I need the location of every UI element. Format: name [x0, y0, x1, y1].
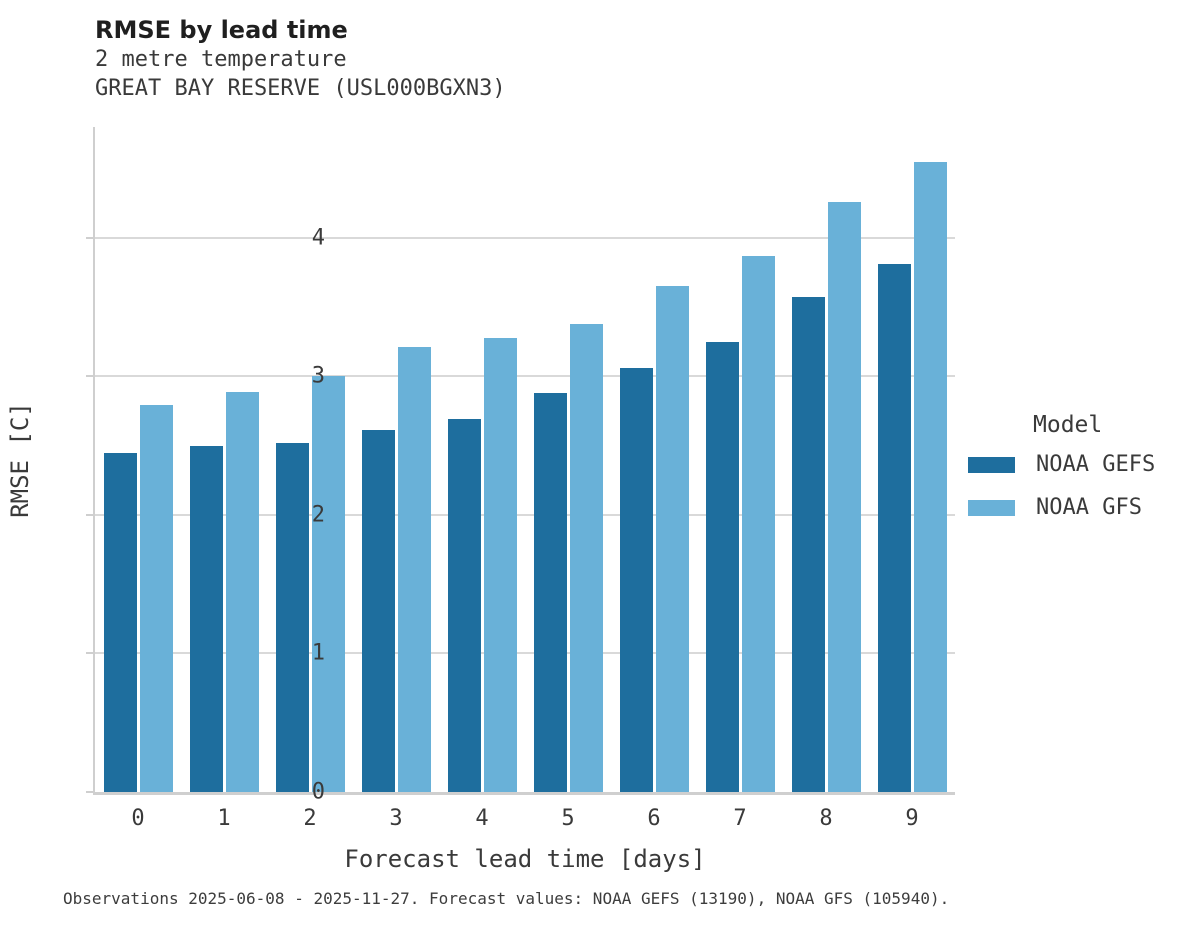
x-tick-label-4: 4 [475, 806, 489, 831]
x-tick-label-1: 1 [217, 806, 231, 831]
gridline-y1 [95, 652, 955, 655]
y-tick-label: 2 [311, 502, 325, 528]
x-tick-label-6: 6 [647, 806, 661, 831]
bar-group-day-2 [267, 127, 353, 792]
bar-noaa-gfs-day-1 [225, 391, 259, 792]
gridline-y3 [95, 375, 955, 378]
legend-item-noaa-gfs: NOAA GFS [968, 495, 1188, 520]
bar-group-day-5 [525, 127, 611, 792]
legend-items: NOAA GEFS NOAA GFS [968, 452, 1188, 520]
x-tick-label-5: 5 [561, 806, 575, 831]
bar-noaa-gefs-day-8 [791, 297, 825, 792]
y-tick-mark [86, 791, 93, 793]
bar-group-day-6 [611, 127, 697, 792]
bar-noaa-gfs-day-6 [655, 286, 689, 792]
bar-noaa-gfs-day-4 [483, 337, 517, 792]
bar-group-day-3 [353, 127, 439, 792]
bar-noaa-gfs-day-5 [569, 323, 603, 792]
x-axis-title: Forecast lead time [days] [344, 845, 706, 873]
x-tick-label-3: 3 [389, 806, 403, 831]
bar-group-day-4 [439, 127, 525, 792]
bar-noaa-gefs-day-5 [533, 393, 567, 792]
bar-noaa-gefs-day-4 [447, 419, 481, 792]
bar-group-day-7 [697, 127, 783, 792]
x-tick-labels: 0 1 2 3 4 5 6 7 8 9 [95, 806, 955, 831]
caption-text: Observations 2025-06-08 - 2025-11-27. Fo… [63, 889, 950, 908]
y-tick-mark [86, 513, 93, 516]
legend-swatch [968, 499, 1015, 516]
bar-noaa-gfs-day-7 [741, 255, 775, 792]
x-tick-label-0: 0 [131, 806, 145, 831]
legend: Model NOAA GEFS NOAA GFS [968, 412, 1188, 538]
y-tick-label: 0 [311, 779, 325, 805]
x-axis-spine [93, 792, 955, 795]
x-tick-label-8: 8 [819, 806, 833, 831]
x-tick-label-2: 2 [303, 806, 317, 831]
legend-swatch [968, 456, 1015, 473]
x-tick-label-9: 9 [905, 806, 919, 831]
bar-noaa-gefs-day-6 [619, 368, 653, 792]
bar-group-day-9 [869, 127, 955, 792]
bar-noaa-gefs-day-7 [705, 341, 739, 792]
y-axis-title: RMSE [C] [6, 402, 34, 518]
bar-noaa-gefs-day-0 [103, 452, 137, 792]
legend-title: Model [1033, 412, 1103, 438]
plot-area [86, 127, 955, 795]
bar-noaa-gefs-day-1 [189, 445, 223, 792]
y-tick-label: 4 [311, 225, 325, 251]
chart-subtitle-station: GREAT BAY RESERVE (USL000BGXN3) [95, 76, 506, 102]
legend-label: NOAA GEFS [1036, 452, 1156, 477]
x-tick-label-7: 7 [733, 806, 747, 831]
bar-noaa-gfs-day-2 [311, 376, 345, 792]
y-tick-mark [86, 652, 93, 655]
gridline-y4 [95, 236, 955, 239]
y-axis-spine [93, 127, 95, 795]
bar-noaa-gefs-day-3 [361, 430, 395, 792]
chart-title: RMSE by lead time [95, 16, 348, 44]
bar-group-day-8 [783, 127, 869, 792]
y-tick-label: 3 [311, 363, 325, 389]
chart-subtitle-variable: 2 metre temperature [95, 46, 347, 72]
bar-group-day-0 [95, 127, 181, 792]
legend-item-noaa-gefs: NOAA GEFS [968, 452, 1188, 477]
chart-header: RMSE by lead time 2 metre temperature GR… [95, 16, 506, 103]
bar-noaa-gefs-day-2 [275, 442, 309, 792]
bar-noaa-gefs-day-9 [877, 264, 911, 792]
bar-noaa-gfs-day-0 [139, 405, 173, 792]
y-tick-mark [86, 236, 93, 239]
bar-group-day-1 [181, 127, 267, 792]
bars-layer [95, 127, 955, 792]
gridline-y2 [95, 513, 955, 516]
bar-noaa-gfs-day-9 [913, 161, 947, 792]
y-tick-mark [86, 375, 93, 378]
bar-noaa-gfs-day-3 [397, 347, 431, 792]
bar-noaa-gfs-day-8 [827, 201, 861, 792]
y-tick-label: 1 [311, 640, 325, 666]
legend-label: NOAA GFS [1036, 495, 1142, 520]
